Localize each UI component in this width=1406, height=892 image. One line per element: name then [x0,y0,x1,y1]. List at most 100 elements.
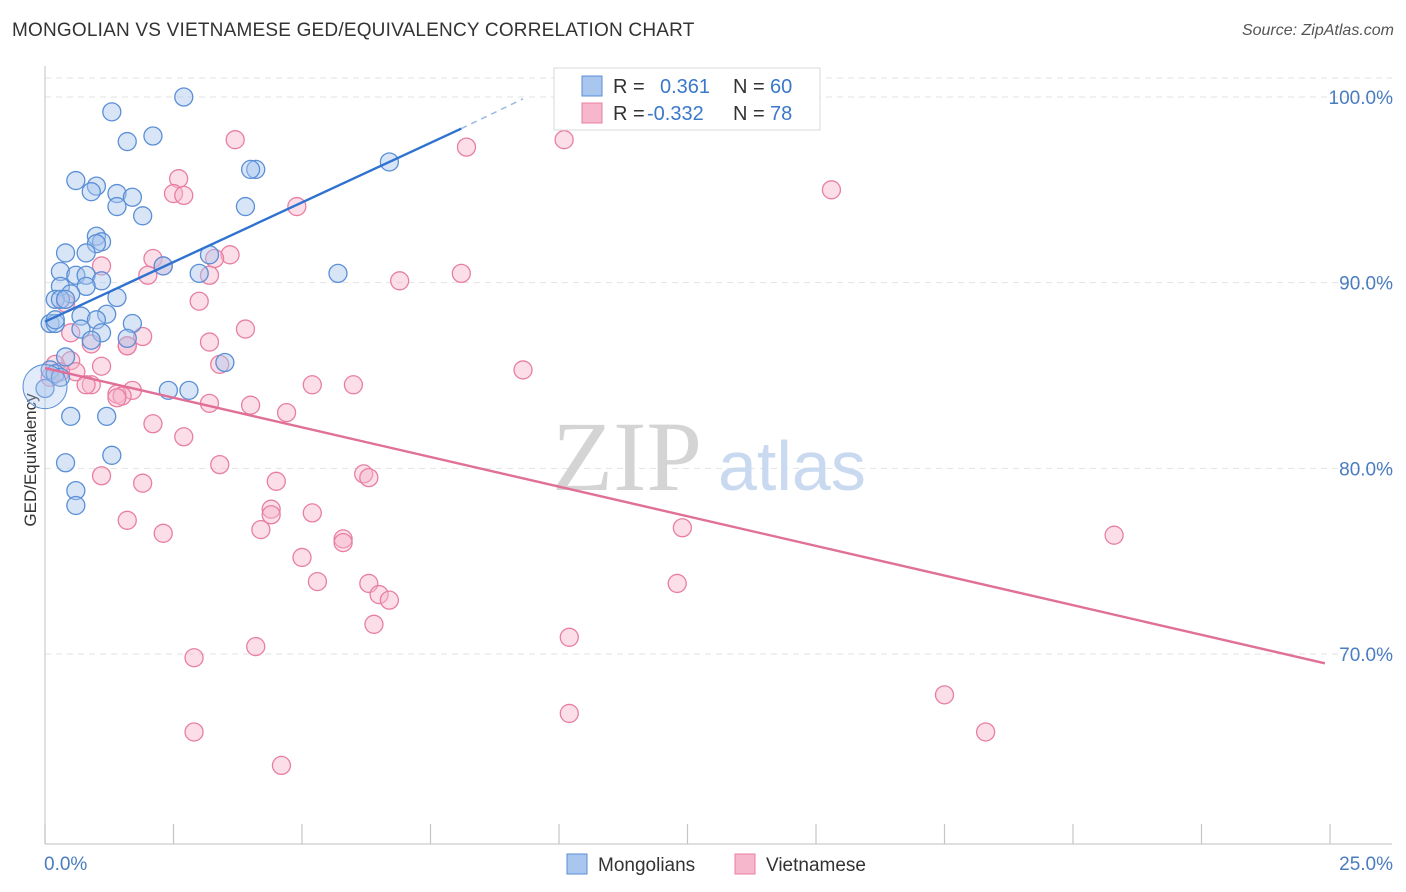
legend-vietnamese-label: Vietnamese [766,855,866,876]
mongolian-point [328,263,348,284]
vietnamese-point [456,137,477,157]
vietnamese-point [975,722,996,742]
stats-legend: R = 0.361 N = 60 R = -0.332 N = 78 [553,67,821,131]
mongolian-point [35,378,55,399]
mongolian-point [81,182,101,202]
mongolian-point [102,445,122,465]
mongolian-point [107,196,127,217]
vietnamese-point [369,584,389,605]
r-value-1: 0.361 [660,76,710,98]
vietnamese-point [251,519,271,540]
vietnamese-point [302,375,322,395]
vietnamese-point [143,414,163,434]
vietnamese-point [343,375,364,395]
vietnamese-point [240,395,261,415]
vietnamese-point [91,356,112,376]
mongolian-point [174,87,194,107]
vietnamese-point [76,375,96,395]
vietnamese-point [354,464,374,484]
watermark-atlas: atlas [718,427,866,505]
mongolian-points [22,87,400,516]
vietnamese-point [559,703,579,724]
trend-lines [44,98,1326,665]
mongolian-trend-extension [461,98,524,130]
mongolian-point [55,289,76,310]
mongolian-point [189,263,209,284]
mongolian-point [55,453,76,473]
vietnamese-point [91,466,112,486]
vietnamese-point [91,256,112,276]
mongolian-point [102,102,122,122]
mongolian-point [143,126,163,146]
mongolian-point [240,159,261,180]
mongolian-point [122,313,143,334]
y-tick-label: 100.0% [1329,88,1394,109]
watermark: ZIP atlas [552,401,866,512]
mongolian-point-large [22,364,68,410]
mongolian-point [66,170,86,191]
vietnamese-point [133,326,153,347]
vietnamese-point [174,185,194,206]
vietnamese-point [261,505,281,525]
vietnamese-point [133,473,153,493]
mongolian-point [40,313,60,334]
mongolian-point [117,131,137,152]
vietnamese-point [189,291,209,311]
tick-labels: 70.0% 80.0% 90.0% 100.0% 0.0% 25.0% [44,88,1393,875]
x-tick-label: 0.0% [44,854,87,875]
mongolian-point [91,323,112,343]
vietnamese-point [266,471,286,491]
vietnamese-point [276,402,297,423]
vietnamese-point [821,180,842,200]
vietnamese-point [390,271,410,291]
mongolian-point [246,159,266,180]
y-tick-label: 80.0% [1339,459,1393,480]
vietnamese-point [513,360,533,380]
vietnamese-point [307,571,328,592]
legend-vietnamese-swatch [734,853,756,875]
vietnamese-point [554,130,574,150]
chart-title: MONGOLIAN VS VIETNAMESE GED/EQUIVALENCY … [12,20,695,41]
mongolian-point [50,289,71,310]
bottom-legend: Mongolians Vietnamese [566,853,866,876]
legend-mongolians-swatch [566,853,588,875]
vietnamese-point [292,547,312,568]
vietnamese-point [333,532,353,553]
r-label-2: R = [613,103,645,125]
mongolian-point [55,347,76,367]
mongolian-point [45,289,65,310]
n-value-2: 78 [770,103,792,125]
vietnamese-point [199,332,220,352]
vietnamese-point [672,518,693,538]
vietnamese-point [1104,525,1124,545]
mongolian-point [235,196,256,217]
vietnamese-point [220,245,240,265]
y-tick-label: 90.0% [1339,274,1393,295]
vietnamese-point [302,503,322,523]
vietnamese-point [271,755,292,776]
n-label-1: N = [733,76,765,98]
watermark-zip: ZIP [552,401,702,512]
mongolian-point [76,243,96,263]
mongolian-point [179,380,199,401]
n-value-1: 60 [770,76,792,98]
vietnamese-point [667,573,687,594]
y-axis-label: GED/Equivalency [21,393,40,527]
mongolian-point [122,187,143,207]
mongolian-point [81,330,101,350]
vietnamese-point [934,685,955,705]
vietnamese-point [153,523,173,543]
vietnamese-point [261,499,281,519]
y-tick-label: 70.0% [1339,645,1393,666]
vietnamese-point [451,263,471,284]
source-note: Source: ZipAtlas.com [1241,22,1394,39]
vietnamese-point [174,427,194,447]
mongolian-point [215,352,235,373]
vietnamese-point [359,467,379,488]
vietnamese-swatch [581,102,603,124]
x-tick-label: 25.0% [1339,854,1393,875]
vietnamese-point [184,648,204,668]
vietnamese-point [235,319,256,339]
r-value-2: -0.332 [647,103,704,125]
